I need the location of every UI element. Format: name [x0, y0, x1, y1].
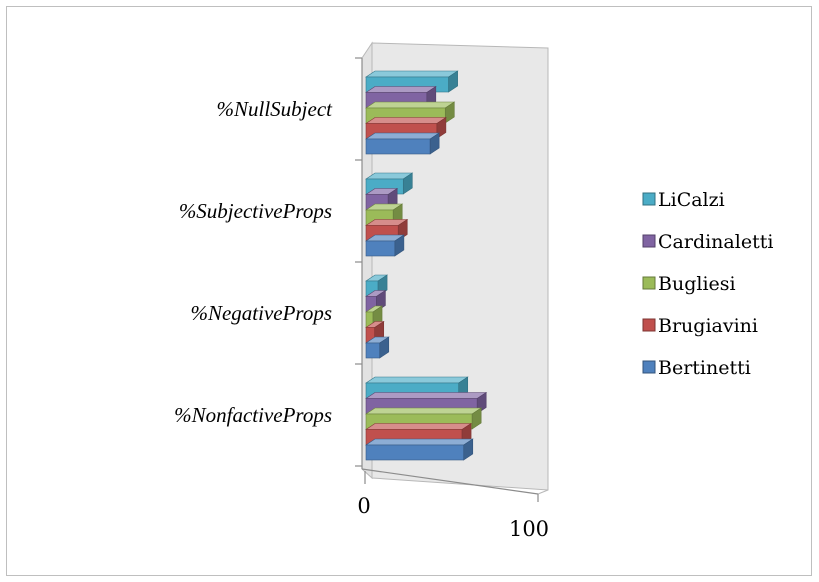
legend-item-brugiavini: Brugiavini [642, 315, 758, 337]
bar-top-face [365, 376, 469, 384]
legend-item-bugliesi: Bugliesi [642, 273, 736, 295]
legend-label: Bertinetti [658, 357, 751, 379]
bar-top-face [365, 423, 473, 430]
bar-licalzi-subjectiveprops [365, 172, 414, 195]
x-tick-label: 100 [509, 517, 549, 541]
legend-swatch [642, 192, 656, 206]
legend-label: Brugiavini [658, 315, 758, 337]
floor-edge [537, 489, 549, 495]
bar-end-face [429, 132, 440, 155]
category-label: %NullSubject [217, 97, 334, 121]
bar-front-face [365, 444, 465, 461]
x-tick-label: 0 [357, 494, 370, 518]
bar-top-face [365, 86, 437, 93]
x-axis-line [361, 468, 539, 495]
category-label: %NonfactiveProps [174, 403, 332, 427]
bar-top-face [365, 117, 447, 124]
bar-top-face [365, 438, 474, 446]
bar-top-face [365, 70, 459, 78]
bar-end-face [402, 172, 413, 195]
legend-swatch [642, 318, 656, 332]
bar-top-face [365, 407, 483, 415]
legend-label: Cardinaletti [658, 231, 773, 253]
bar-front-face [365, 138, 431, 155]
legend: LiCalzi Cardinaletti Bugliesi Brugiavini Ber… [642, 189, 773, 379]
bar-front-face [365, 342, 381, 359]
bar-bertinetti-subjectiveprops [365, 234, 405, 257]
bar-series-group [365, 70, 488, 461]
legend-item-licalzi: LiCalzi [642, 189, 725, 211]
bar-bertinetti-nullsubject [365, 132, 441, 155]
category-label: %NegativeProps [190, 301, 332, 325]
bar-brugiavini-nonfactiveprops [365, 422, 473, 446]
bar-bertinetti-negativeprops [365, 336, 390, 359]
bar-end-face [463, 438, 474, 461]
bar-bertinetti-nonfactiveprops [365, 438, 474, 461]
bar-end-face [394, 234, 405, 257]
bar-end-face [448, 70, 458, 93]
bar-top-face [365, 101, 456, 109]
legend-swatch [642, 276, 656, 290]
category-label: %SubjectiveProps [179, 199, 332, 223]
legend-item-cardinaletti: Cardinaletti [642, 231, 773, 253]
legend-swatch [642, 234, 656, 248]
legend-label: LiCalzi [658, 189, 725, 211]
legend-item-bertinetti: Bertinetti [642, 357, 751, 379]
bar-end-face [471, 407, 482, 430]
legend-label: Bugliesi [658, 273, 736, 295]
axis-labels-group: %NonfactiveProps %NegativeProps %Subjectiv… [174, 97, 549, 541]
bar-end-face [379, 336, 390, 359]
legend-swatch [642, 360, 656, 374]
bar-front-face [365, 240, 396, 257]
bar-top-face [365, 132, 441, 140]
bar-top-face [365, 392, 488, 399]
